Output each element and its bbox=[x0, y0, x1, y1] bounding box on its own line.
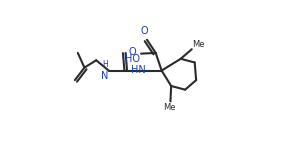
Text: HN: HN bbox=[131, 65, 145, 75]
Text: H: H bbox=[102, 60, 108, 69]
Text: O: O bbox=[141, 26, 148, 36]
Text: O: O bbox=[129, 47, 136, 57]
Text: Me: Me bbox=[192, 40, 205, 49]
Text: Me: Me bbox=[163, 103, 176, 112]
Text: N: N bbox=[101, 71, 108, 81]
Text: HO: HO bbox=[125, 54, 140, 64]
